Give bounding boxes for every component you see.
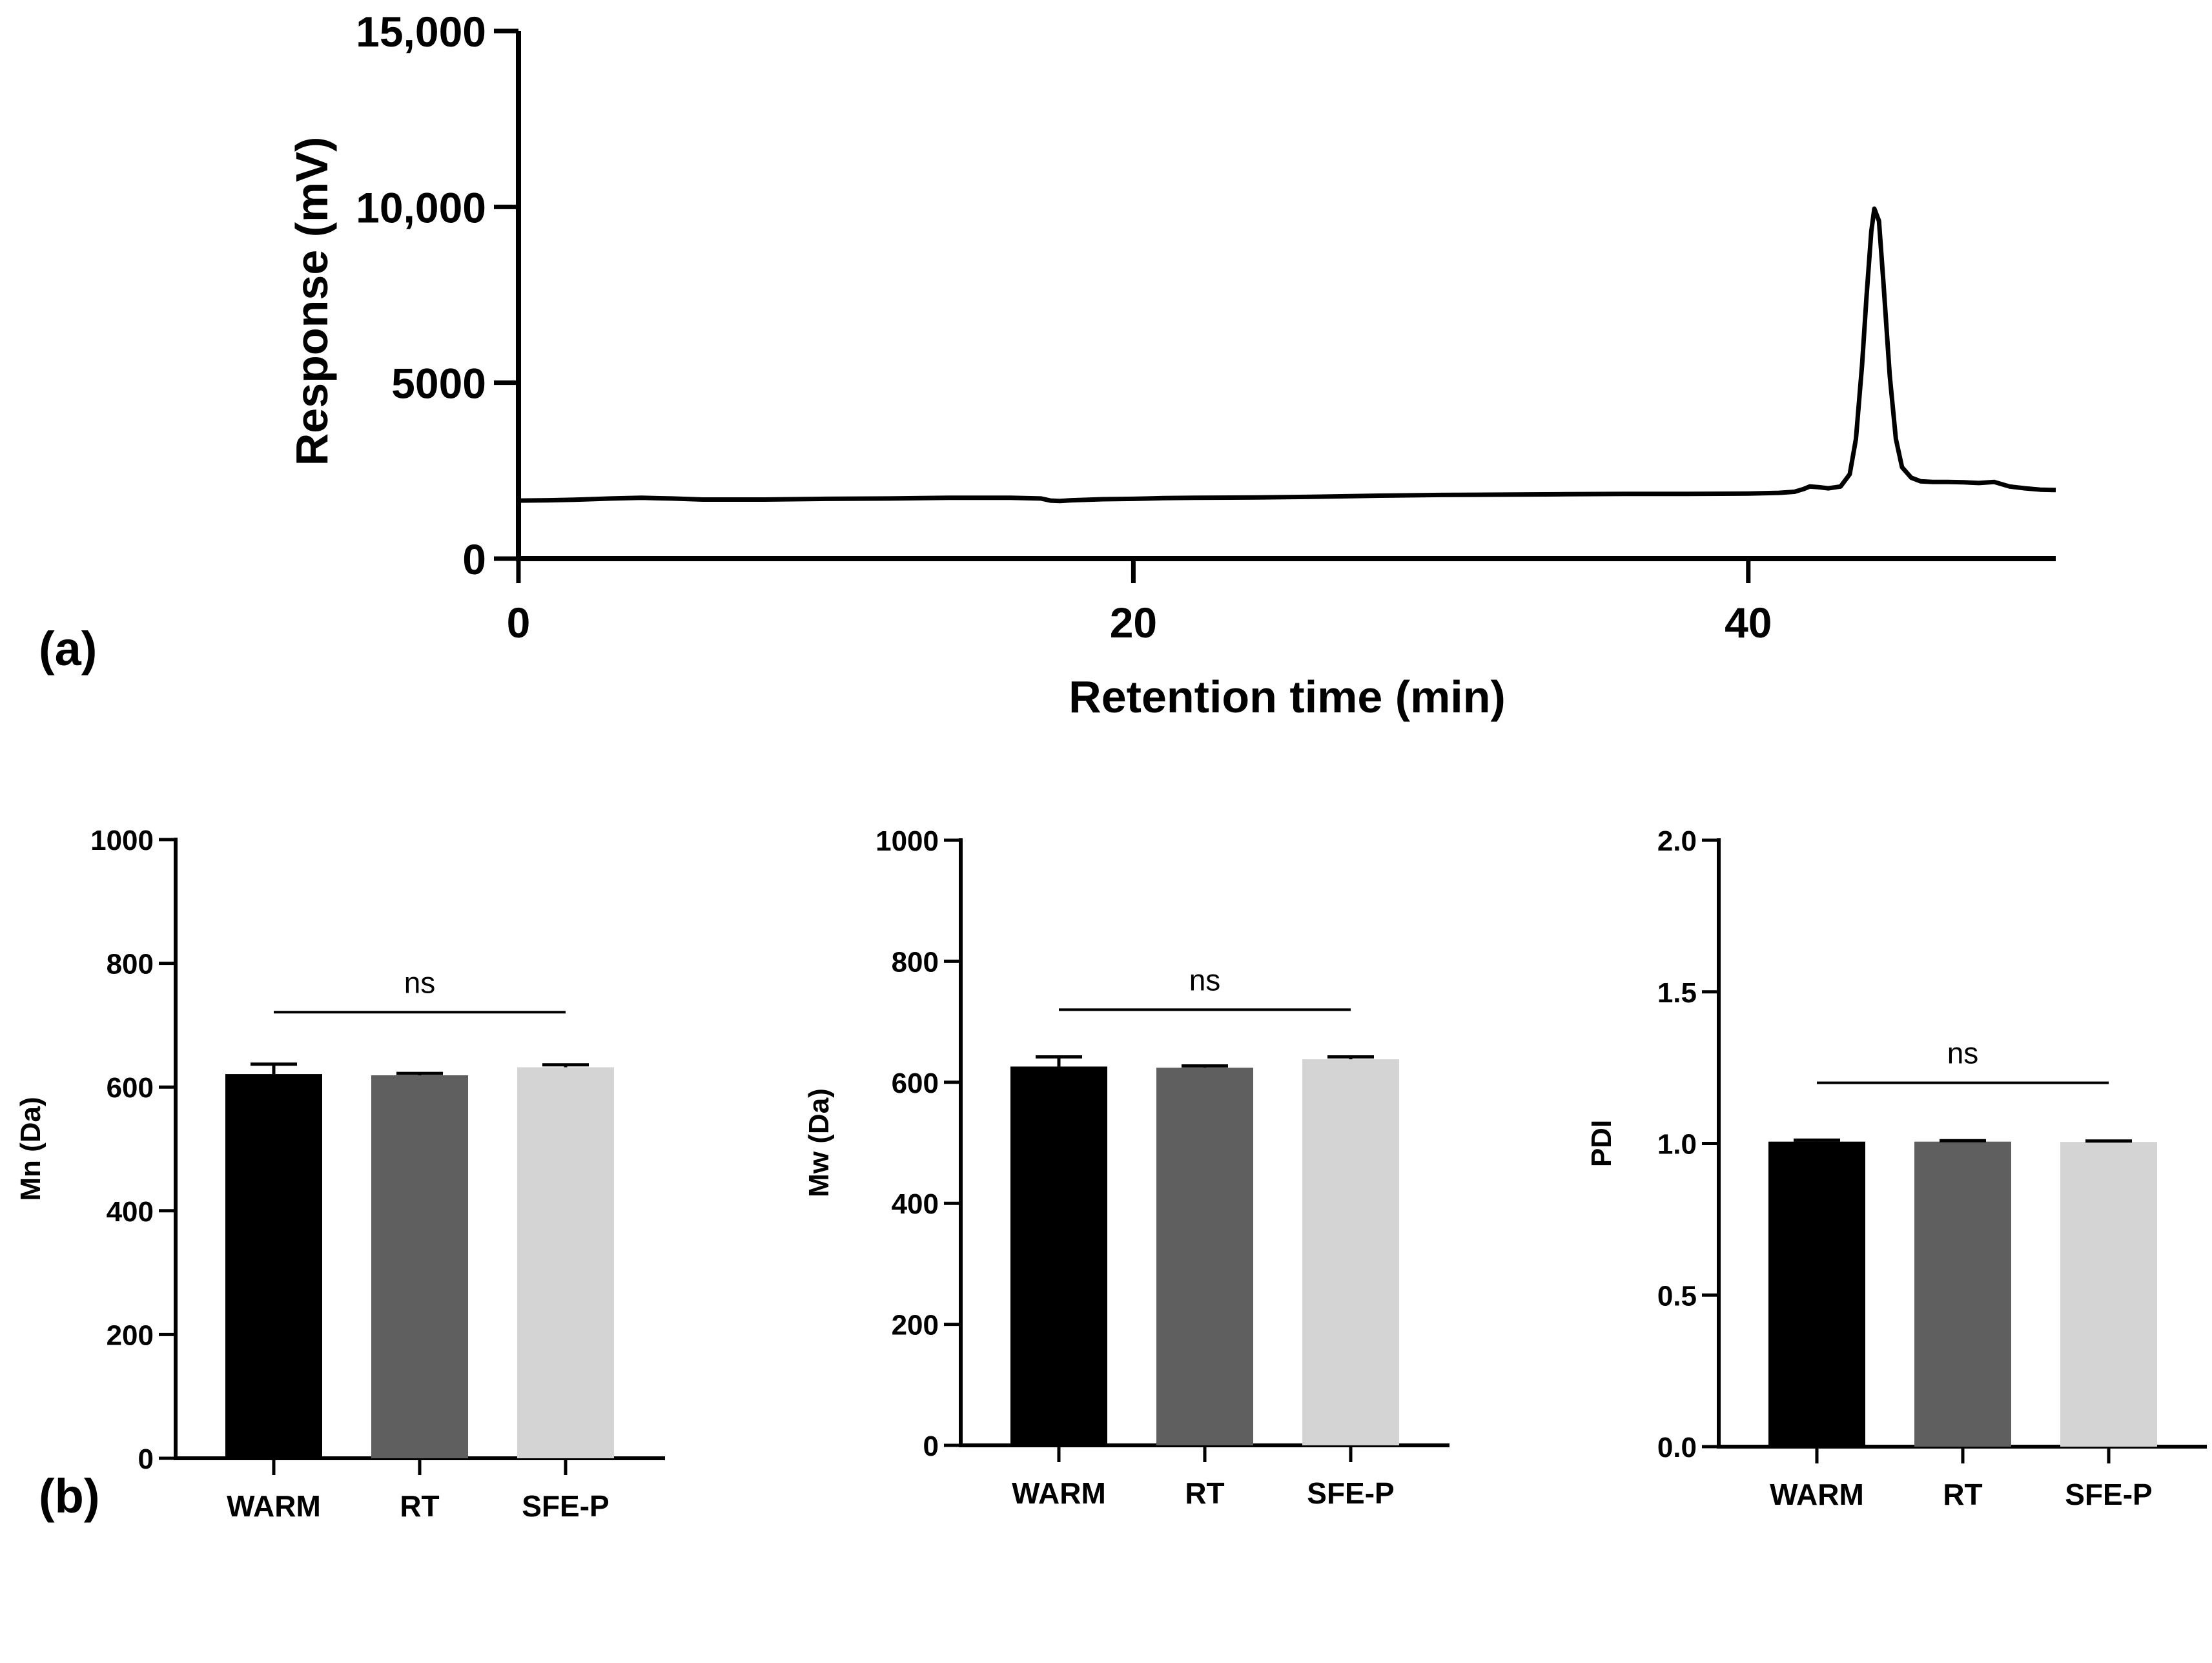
y-tick-label: 1000 (90, 825, 154, 856)
y-tick-label: 600 (892, 1068, 939, 1099)
y-tick-label: 0 (462, 535, 486, 583)
bar-warm (1010, 1066, 1107, 1445)
y-tick-label: 600 (107, 1072, 154, 1104)
x-tick-label: SFE-P (522, 1489, 609, 1523)
y-tick-label: 5000 (391, 360, 486, 408)
y-tick-label: 400 (107, 1196, 154, 1228)
y-tick-label: 800 (107, 949, 154, 980)
significance-label: ns (1189, 963, 1221, 997)
significance-label: ns (404, 966, 436, 999)
mw-bar-chart: 0 200 400 600 800 1000 WARM RT SFE-P ns Mw (Da) (803, 825, 1449, 1510)
y-tick-label: 1.0 (1657, 1129, 1697, 1161)
chromatogram-series-line (518, 206, 2056, 504)
mn-bar-chart: 0 200 400 600 800 1000 WARM RT SFE-P ns Mn (Da) (15, 825, 665, 1523)
y-tick-label: 200 (892, 1310, 939, 1341)
panel-label-a: (a) (39, 622, 97, 676)
y-axis-title: Mn (Da) (15, 1097, 46, 1201)
significance-label: ns (1947, 1037, 1979, 1070)
x-axis-title: Retention time (min) (1069, 672, 1506, 722)
panel-label-b: (b) (39, 1469, 100, 1523)
y-tick-label: 15,000 (356, 8, 486, 56)
y-tick-label: 1.5 (1657, 977, 1697, 1009)
x-tick-label: WARM (227, 1489, 321, 1523)
y-tick-label: 0.0 (1657, 1432, 1697, 1463)
bar-rt (1914, 1141, 2011, 1447)
bar-warm (225, 1074, 322, 1458)
bar-sfe-p (517, 1067, 614, 1458)
y-axis-title: PDI (1586, 1120, 1617, 1167)
x-tick-label: WARM (1012, 1476, 1106, 1510)
x-tick-label: SFE-P (1307, 1476, 1394, 1510)
y-tick-label: 400 (892, 1188, 939, 1220)
y-tick-label: 200 (107, 1319, 154, 1351)
bar-sfe-p (1302, 1059, 1399, 1445)
y-tick-label: 10,000 (356, 183, 486, 231)
bar-rt (371, 1075, 468, 1458)
y-tick-label: 1000 (876, 825, 939, 857)
y-axis-title: Response (mV) (287, 137, 337, 466)
x-tick-label: SFE-P (2065, 1478, 2152, 1511)
x-tick-label: RT (1185, 1476, 1224, 1510)
x-tick-label: WARM (1770, 1478, 1864, 1511)
x-tick-label: RT (400, 1489, 439, 1523)
y-tick-label: 0.5 (1657, 1280, 1697, 1312)
x-tick-label: 0 (507, 599, 531, 646)
y-tick-label: 0 (923, 1431, 939, 1462)
x-tick-label: 20 (1110, 599, 1157, 646)
bar-warm (1768, 1141, 1865, 1447)
pdi-bar-chart: 0.0 0.5 1.0 1.5 2.0 WARM RT SFE-P ns PDI (1586, 825, 2207, 1511)
y-axis-title: Mw (Da) (803, 1088, 835, 1197)
x-tick-label: RT (1943, 1478, 1982, 1511)
chromatogram-chart: 0 5000 10,000 15,000 0 20 40 Retention time (mi… (287, 8, 2056, 722)
x-tick-label: 40 (1725, 599, 1772, 646)
y-tick-label: 0 (138, 1443, 154, 1475)
bar-sfe-p (2060, 1142, 2157, 1447)
y-tick-label: 800 (892, 946, 939, 978)
y-tick-label: 2.0 (1657, 825, 1697, 857)
bar-rt (1156, 1068, 1253, 1445)
